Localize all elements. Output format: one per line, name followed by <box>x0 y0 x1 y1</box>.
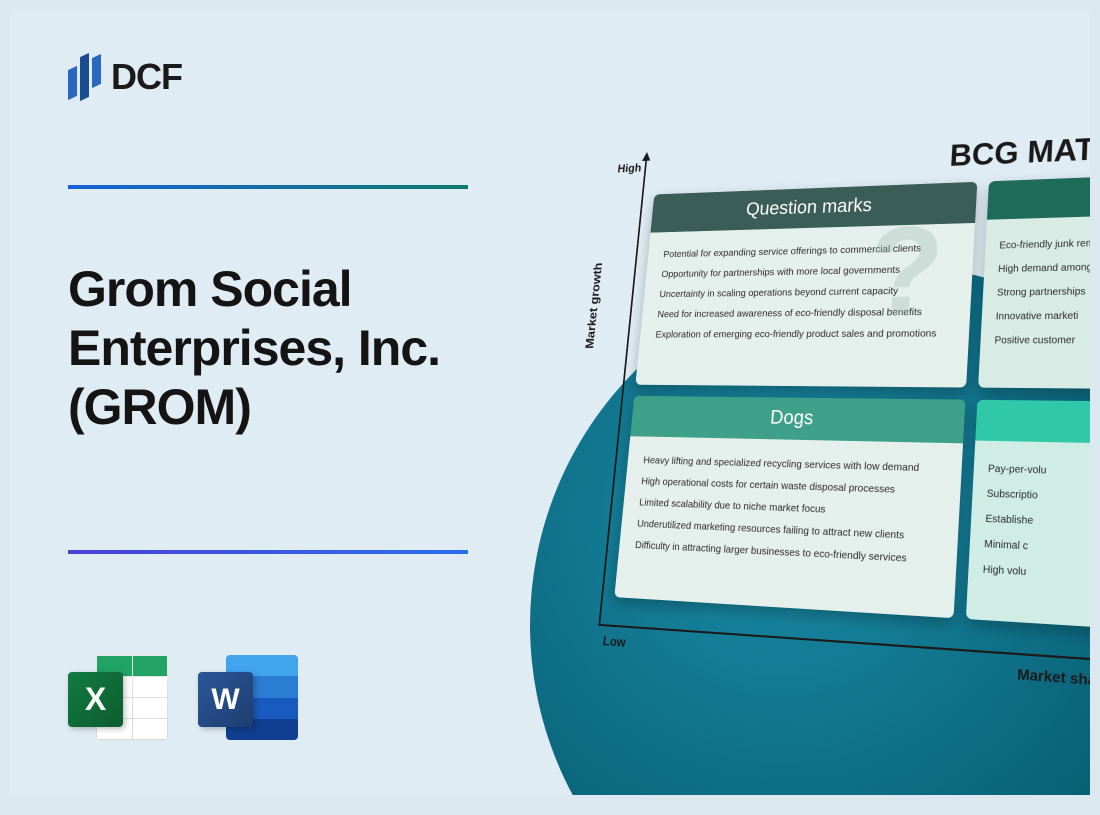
quad-body: Heavy lifting and specialized recycling … <box>617 436 963 587</box>
app-icons-row: X W <box>68 650 298 745</box>
divider-top <box>68 185 468 189</box>
quad-header <box>987 172 1090 220</box>
quad-header <box>975 400 1090 446</box>
bcg-matrix: BCG MATRIX High Market growth ? Question… <box>571 127 1090 633</box>
tick-high: High <box>617 161 642 175</box>
logo-bars-icon <box>68 55 101 99</box>
dcf-logo: DCF <box>68 55 182 99</box>
quad-header: Dogs <box>630 396 965 443</box>
divider-bottom <box>68 550 468 554</box>
quad-body: Eco-friendly junk remo High demand among… <box>979 212 1090 370</box>
quadrant-bottom-right: Pay-per-volu Subscriptio Establishe Mini… <box>966 400 1090 635</box>
quadrant-top-right: Eco-friendly junk remo High demand among… <box>978 172 1090 390</box>
page-title: Grom Social Enterprises, Inc. (GROM) <box>68 260 440 437</box>
quad-body: Pay-per-volu Subscriptio Establishe Mini… <box>967 441 1090 615</box>
page-container: DCF Grom Social Enterprises, Inc. (GROM)… <box>10 10 1090 795</box>
tick-low: Low <box>602 633 626 650</box>
quadrant-dogs: Dogs Heavy lifting and specialized recyc… <box>614 396 965 618</box>
quad-body: Potential for expanding service offering… <box>638 223 975 359</box>
excel-icon: X <box>68 650 168 745</box>
logo-text: DCF <box>111 56 182 98</box>
matrix-title: BCG MATRIX <box>614 127 1090 188</box>
y-axis-label: Market growth <box>582 262 604 348</box>
word-icon: W <box>198 650 298 745</box>
quadrant-question-marks: ? Question marks Potential for expanding… <box>635 182 977 388</box>
